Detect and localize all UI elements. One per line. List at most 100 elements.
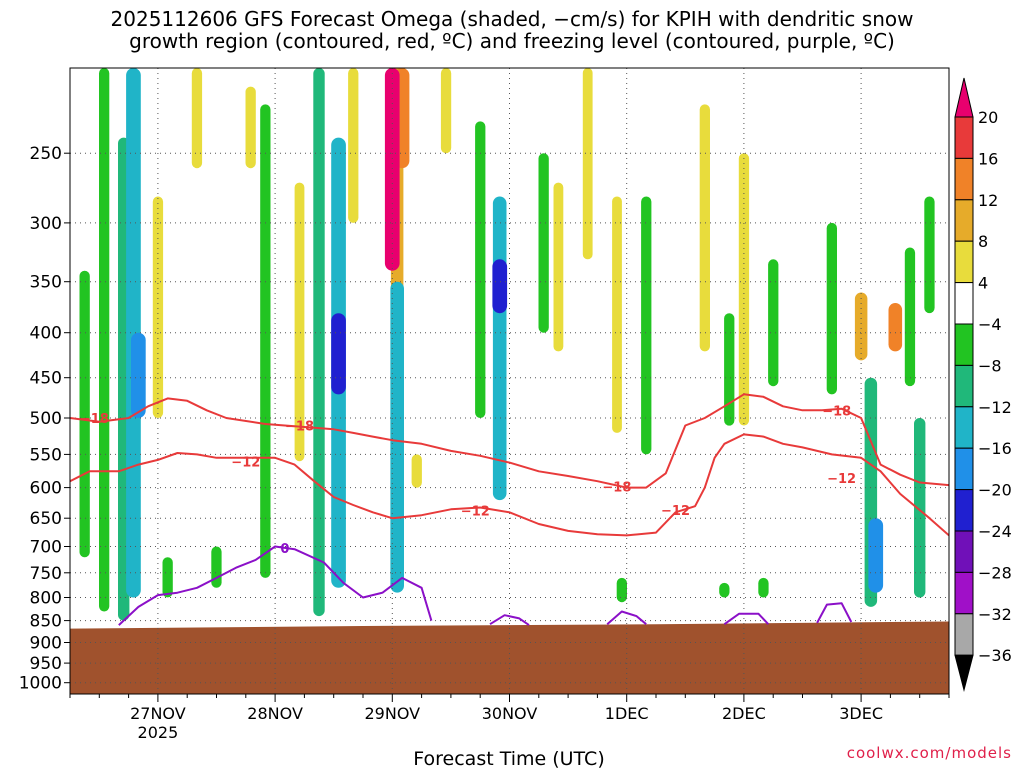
contour-label: −18	[822, 404, 851, 419]
y-tick-label: 500	[30, 409, 62, 429]
x-tick-label: 30NOV	[482, 704, 538, 723]
colorbar-label: 8	[978, 232, 988, 251]
omega-cell	[641, 196, 652, 455]
colorbar-band	[954, 199, 974, 242]
omega-cell	[411, 454, 422, 488]
x-axis-label: Forecast Time (UTC)	[413, 748, 604, 768]
y-tick-label: 850	[30, 612, 62, 632]
omega-cell	[768, 259, 779, 387]
omega-cell	[738, 153, 750, 426]
omega-cell	[162, 557, 173, 598]
omega-cell	[538, 153, 549, 333]
colorbar-label: 12	[978, 191, 998, 210]
y-tick-label: 650	[30, 509, 62, 529]
colorbar-label: −12	[978, 398, 1012, 417]
colorbar-band	[954, 406, 974, 449]
omega-cell	[868, 518, 884, 593]
omega-cell	[719, 582, 730, 598]
omega-cell	[612, 196, 622, 433]
x-tick-sublabel: 2025	[138, 723, 179, 742]
colorbar-band	[954, 157, 974, 201]
colorbar-band	[954, 364, 974, 408]
freezing-level-contour	[489, 614, 530, 626]
omega-cell	[260, 104, 271, 578]
omega-cell	[553, 182, 564, 352]
freezing-level-contour	[606, 610, 647, 625]
omega-cell	[131, 332, 146, 418]
y-tick-label: 300	[30, 214, 62, 234]
omega-cell	[99, 68, 110, 612]
y-tick-label: 250	[30, 144, 62, 164]
omega-cell	[914, 418, 926, 598]
freezing-level-contour	[723, 612, 770, 626]
y-tick-label: 550	[30, 445, 62, 465]
colorbar-band	[954, 571, 974, 615]
chart-title-line1: 2025112606 GFS Forecast Omega (shaded, −…	[110, 7, 914, 31]
colorbar-label: −36	[978, 646, 1012, 665]
colorbar-label: 20	[978, 108, 998, 127]
colorbar-band	[954, 489, 974, 532]
contour-label: −12	[661, 504, 690, 519]
contours	[70, 393, 949, 626]
terrain	[70, 621, 949, 694]
x-tick-label: 3DEC	[839, 704, 883, 723]
y-tick-label: 800	[30, 589, 62, 609]
colorbar-band	[954, 323, 974, 366]
omega-cell	[331, 313, 346, 395]
colorbar-arrow-bottom	[954, 654, 974, 692]
omega-cell	[79, 270, 90, 558]
omega-cell	[724, 313, 735, 426]
x-tick-label: 28NOV	[247, 704, 303, 723]
x-tick-label: 29NOV	[365, 704, 421, 723]
contour-labels: −18 −18 −12 −12 −18 −12 −18 −12 0	[80, 404, 856, 557]
colorbar-band	[954, 530, 974, 573]
contour-label: −12	[461, 505, 490, 520]
omega-cell	[854, 292, 868, 361]
terrain-fill	[70, 621, 949, 694]
chart-title-line2: growth region (contoured, red, ºC) and f…	[129, 29, 895, 53]
omega-cell	[313, 68, 325, 617]
omega-cell	[826, 222, 837, 395]
omega-cell	[699, 104, 710, 352]
omega-cell	[492, 196, 507, 501]
y-tick-label: 600	[30, 479, 62, 499]
colorbar-label: −16	[978, 439, 1012, 458]
omega-cell	[440, 68, 452, 154]
y-tick-label: 450	[30, 369, 62, 389]
colorbar-band	[954, 447, 974, 491]
contour-label: −18	[285, 420, 314, 435]
contour-label: −18	[80, 412, 109, 427]
colorbar-label: −8	[978, 356, 1002, 375]
y-axis: 2503003504004505005506006507007508008509…	[19, 144, 70, 694]
dgz-contour	[70, 433, 949, 537]
y-tick-label: 700	[30, 538, 62, 558]
omega-shading	[79, 68, 935, 621]
omega-cell	[492, 259, 508, 314]
credit-text: coolwx.com/models	[846, 744, 1012, 762]
y-tick-label: 950	[30, 654, 62, 674]
omega-cell	[211, 546, 222, 588]
omega-cell	[904, 247, 916, 387]
omega-cell	[245, 86, 256, 169]
freezing-level-contour	[816, 602, 853, 624]
omega-cell	[390, 281, 404, 593]
chart-title: 2025112606 GFS Forecast Omega (shaded, −…	[0, 8, 1024, 52]
omega-cell	[758, 577, 769, 598]
contour-label: −18	[602, 480, 631, 495]
omega-cell	[348, 68, 359, 223]
omega-cell	[582, 68, 593, 260]
x-tick-label: 2DEC	[722, 704, 766, 723]
colorbar-band	[954, 116, 974, 159]
colorbar: 20 16 12 8 4 −4 −8 −12 −16 −20 −24 −28 −32 −36	[954, 77, 1012, 692]
colorbar-label: −28	[978, 563, 1012, 582]
omega-cell	[924, 196, 935, 314]
y-tick-label: 350	[30, 273, 62, 293]
colorbar-label: 16	[978, 149, 998, 168]
omega-cell	[616, 577, 627, 603]
colorbar-label: −20	[978, 481, 1012, 500]
omega-cell	[888, 303, 903, 352]
colorbar-band	[954, 240, 974, 284]
colorbar-label: −4	[978, 315, 1002, 334]
